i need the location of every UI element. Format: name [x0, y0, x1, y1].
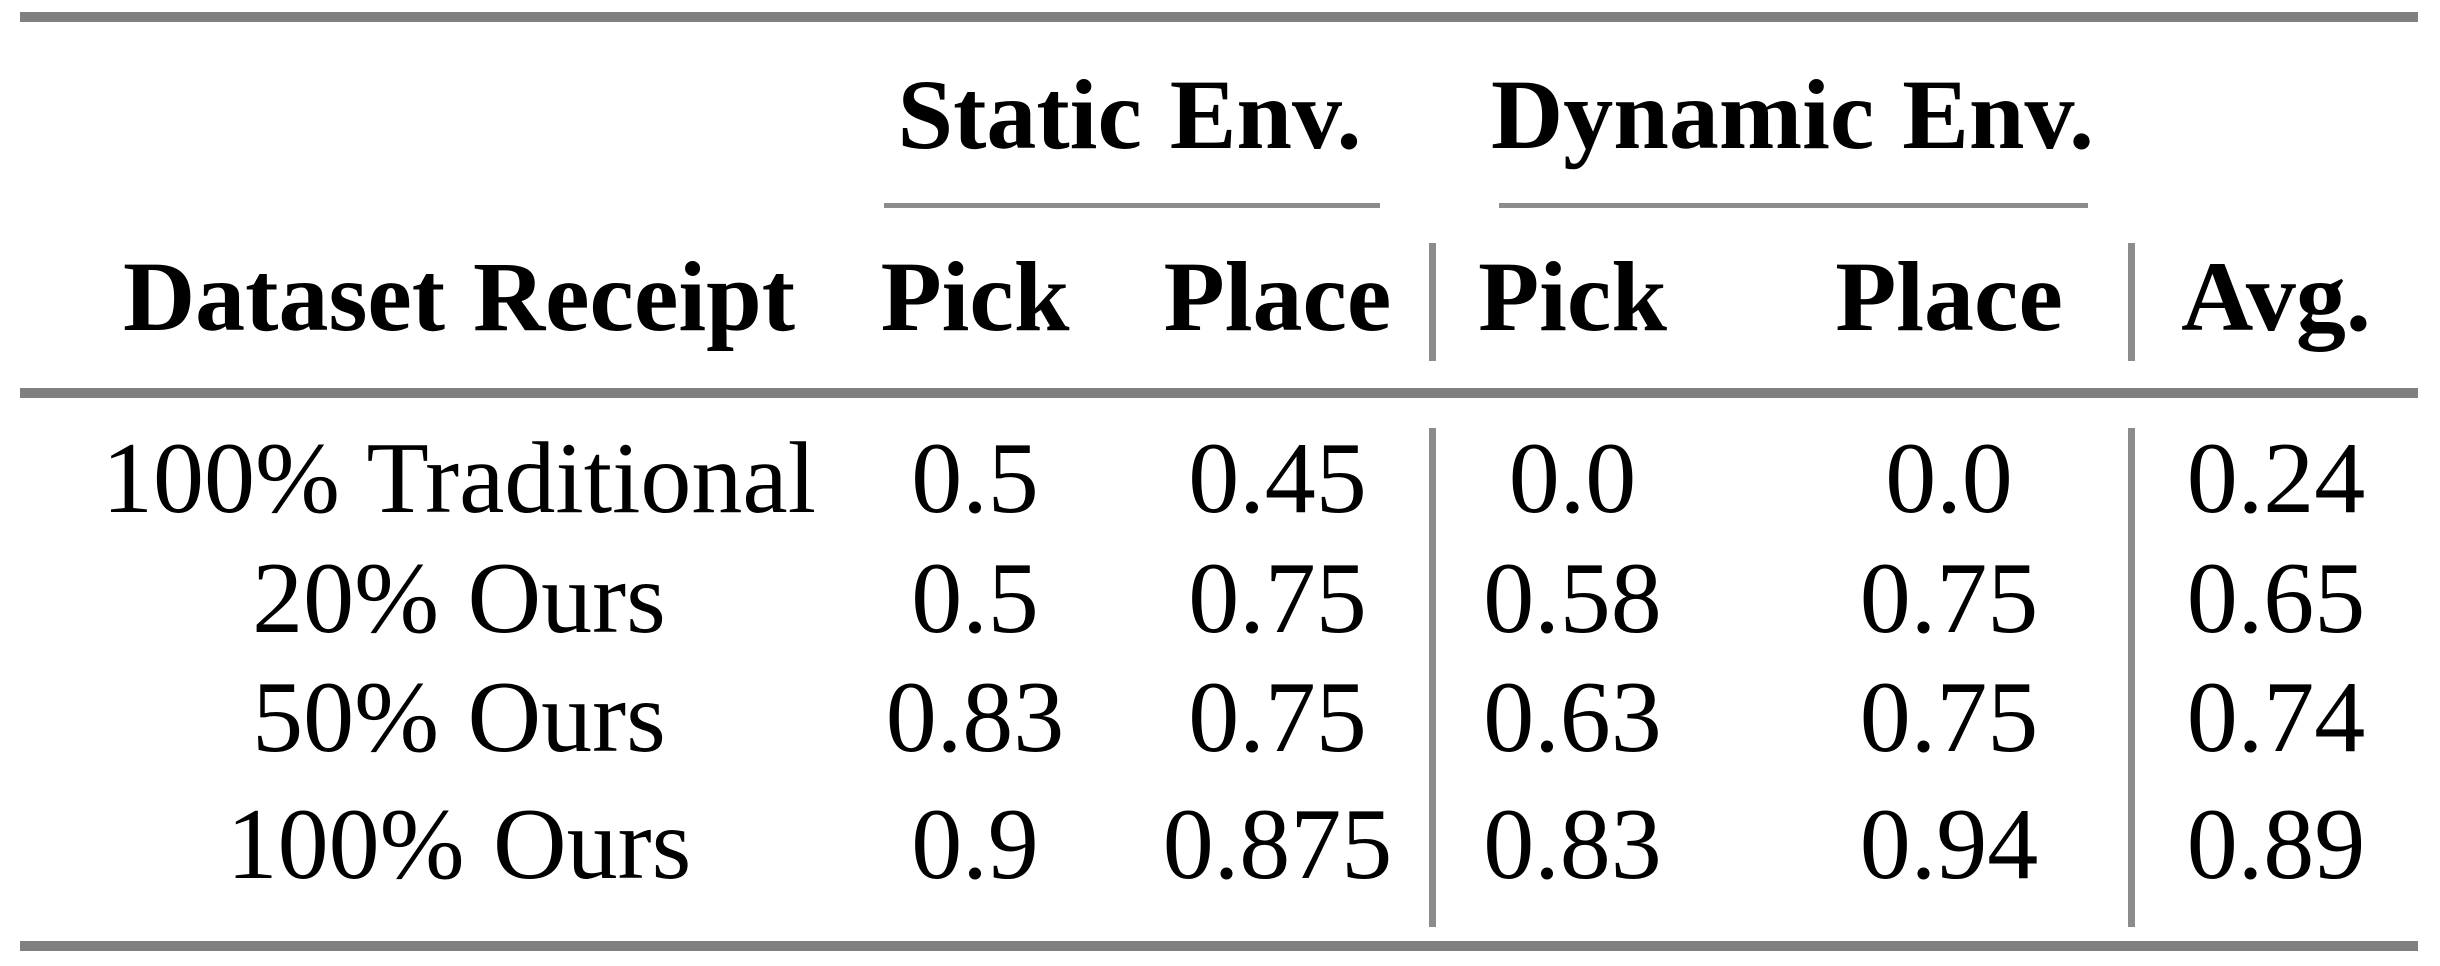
- cell-static-place: 0.75: [1188, 661, 1367, 774]
- col-header-dynamic-pick: Pick: [1478, 241, 1667, 352]
- cell-dynamic-place: 0.0: [1885, 421, 2013, 535]
- bottom-rule: [20, 941, 2418, 951]
- col-header-static-pick: Pick: [880, 241, 1070, 352]
- row-label: 50% Ours: [252, 661, 666, 774]
- cell-avg: 0.89: [2186, 788, 2366, 901]
- cell-static-place: 0.45: [1188, 421, 1367, 535]
- row-label: 100% Traditional: [101, 421, 817, 535]
- cell-static-pick: 0.5: [911, 421, 1039, 535]
- table-row: 100% Traditional 0.5 0.45 0.0 0.0 0.24: [0, 388, 2440, 539]
- table-row: 20% Ours 0.5 0.75 0.58 0.75 0.65: [0, 539, 2440, 658]
- top-rule: [20, 12, 2418, 22]
- vertical-rule-avg-body: [2128, 428, 2135, 927]
- cell-dynamic-pick: 0.83: [1483, 788, 1662, 901]
- cmidrule-static-env: [884, 203, 1380, 208]
- cell-dynamic-place: 0.94: [1859, 788, 2039, 901]
- cell-static-pick: 0.5: [911, 541, 1039, 655]
- blank-cell: [0, 24, 850, 206]
- cell-avg: 0.65: [2186, 541, 2366, 655]
- vertical-rule-avg-header: [2128, 243, 2135, 361]
- cell-avg: 0.74: [2186, 661, 2366, 774]
- cmidrule-dynamic-env: [1499, 203, 2088, 208]
- vertical-rule-static-dynamic-header: [1429, 243, 1436, 361]
- vertical-rule-static-dynamic-body: [1429, 428, 1436, 927]
- blank-cell: [2132, 24, 2440, 206]
- col-header-avg: Avg.: [2181, 241, 2371, 352]
- group-header-row: Static Env. Dynamic Env.: [0, 24, 2440, 206]
- column-header-row: Dataset Receipt Pick Place Pick Place Av…: [0, 206, 2440, 388]
- cell-dynamic-pick: 0.0: [1508, 421, 1637, 535]
- cell-dynamic-pick: 0.63: [1483, 661, 1662, 774]
- cell-static-pick: 0.83: [885, 661, 1065, 774]
- group-header-dynamic-env: Dynamic Env.: [1491, 59, 2094, 170]
- col-header-static-place: Place: [1163, 241, 1392, 352]
- cell-avg: 0.24: [2186, 421, 2366, 535]
- header-rule: [20, 388, 2418, 398]
- row-label: 20% Ours: [252, 541, 666, 655]
- row-label: 100% Ours: [226, 788, 692, 901]
- table-row: 50% Ours 0.83 0.75 0.63 0.75 0.74: [0, 658, 2440, 778]
- cell-static-place: 0.875: [1162, 788, 1393, 901]
- results-table: Static Env. Dynamic Env. Dataset Receipt…: [0, 24, 2440, 942]
- col-header-dataset-receipt: Dataset Receipt: [122, 241, 796, 352]
- col-header-dynamic-place: Place: [1835, 241, 2063, 352]
- cell-dynamic-pick: 0.58: [1483, 541, 1662, 655]
- cell-static-place: 0.75: [1188, 541, 1367, 655]
- table-row: 100% Ours 0.9 0.875 0.83 0.94 0.89: [0, 778, 2440, 942]
- cell-dynamic-place: 0.75: [1859, 541, 2039, 655]
- group-header-static-env: Static Env.: [897, 59, 1362, 170]
- cell-static-pick: 0.9: [911, 788, 1039, 901]
- cell-dynamic-place: 0.75: [1859, 661, 2039, 774]
